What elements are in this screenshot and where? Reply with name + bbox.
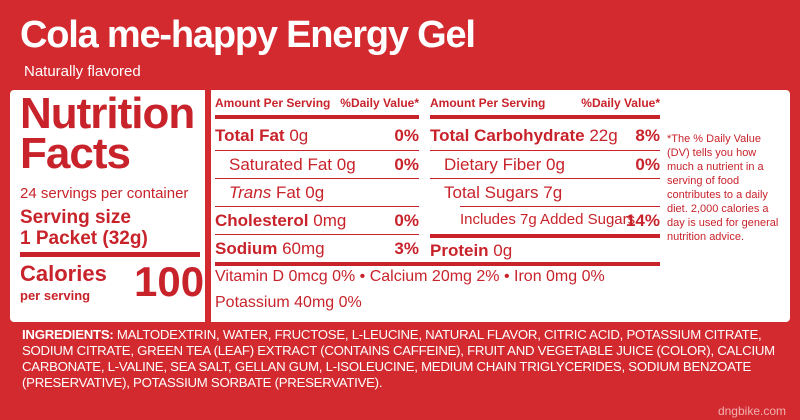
ingredients-label: INGREDIENTS:	[22, 327, 114, 342]
nutrient-dv: 14%	[625, 211, 660, 230]
nutrient-row-cholesterol: Cholesterol 0mg 0%	[215, 207, 419, 233]
divider	[430, 150, 660, 151]
nutrient-name: Fat	[275, 183, 301, 202]
left-table-header: Amount Per Serving %Daily Value*	[215, 96, 419, 116]
nutrient-row-added-sugars: Includes 7g Added Sugars 14%	[430, 207, 660, 233]
nutrient-name: Saturated Fat	[229, 155, 333, 174]
servings-per-container: 24 servings per container	[20, 185, 189, 202]
divider-thick	[430, 115, 660, 119]
heading-line-1: Nutrition	[20, 89, 195, 138]
nutrient-dv: 0%	[394, 211, 419, 230]
divider	[215, 178, 419, 179]
nutrient-name: Total Fat	[215, 126, 285, 145]
nutrient-name: Sodium	[215, 239, 278, 258]
ingredients-text: MALTODEXTRIN, WATER, FRUCTOSE, L-LEUCINE…	[22, 327, 775, 390]
vitamins-minerals-line-2: Potassium 40mg 0%	[215, 294, 362, 311]
divider	[215, 234, 419, 235]
nutrient-amount: 0g	[336, 155, 356, 174]
nutrient-row-sodium: Sodium 60mg 3%	[215, 235, 419, 261]
nutrient-amount: 0g	[305, 183, 325, 202]
nutrient-row-dietary-fiber: Dietary Fiber 0g 0%	[430, 151, 660, 177]
calories-block: Calories per serving 100	[20, 258, 204, 308]
calories-value: 100	[134, 258, 205, 305]
divider-thick	[215, 115, 419, 119]
nutrient-row-total-carbohydrate: Total Carbohydrate 22g 8%	[430, 122, 660, 148]
nutrient-amount: 0g	[493, 241, 513, 260]
serving-size: Serving size 1 Packet (32g)	[20, 207, 148, 249]
divider	[215, 150, 419, 151]
nutrient-amount: 60mg	[282, 239, 325, 258]
nutrient-dv: 3%	[394, 239, 419, 258]
nutrition-facts-heading: Nutrition Facts	[20, 89, 200, 178]
nutrient-amount: 0g	[289, 126, 309, 145]
watermark: dngbike.com	[717, 404, 786, 418]
nutrient-amount: 0mg	[313, 211, 347, 230]
right-table-header: Amount Per Serving %Daily Value*	[430, 96, 660, 116]
nutrient-dv: 0%	[394, 126, 419, 145]
nutrient-name-italic: Trans	[229, 183, 272, 202]
nutrient-dv: 8%	[635, 126, 660, 145]
column-divider	[205, 90, 211, 322]
divider	[430, 178, 660, 179]
label-header: Cola me-happy Energy Gel Naturally flavo…	[0, 0, 800, 92]
nutrient-dv: 0%	[394, 155, 419, 174]
divider-thick	[20, 252, 200, 257]
product-subtitle: Naturally flavored	[24, 63, 141, 80]
vitamins-minerals-line-1: Vitamin D 0mcg 0% • Calcium 20mg 2% • Ir…	[215, 268, 605, 285]
nutrient-name: Dietary Fiber	[444, 155, 542, 174]
nutrient-name: Protein	[430, 241, 489, 260]
amount-header: Amount Per Serving	[215, 96, 331, 110]
serving-size-value: 1 Packet (32g)	[20, 228, 148, 249]
nutrient-row-saturated-fat: Saturated Fat 0g 0%	[215, 151, 419, 177]
calories-per-serving: per serving	[20, 288, 91, 303]
product-title: Cola me-happy Energy Gel	[20, 14, 476, 56]
daily-value-footnote: *The % Daily Value (DV) tells you how mu…	[667, 133, 779, 243]
nutrient-row-trans-fat: Trans Fat 0g	[215, 179, 419, 205]
nutrient-amount: 22g	[589, 126, 618, 145]
divider	[460, 206, 660, 207]
nutrient-row-total-fat: Total Fat 0g 0%	[215, 122, 419, 148]
serving-size-label: Serving size	[20, 207, 131, 228]
ingredients-list: INGREDIENTS: MALTODEXTRIN, WATER, FRUCTO…	[22, 327, 782, 391]
nutrition-facts-panel: Nutrition Facts 24 servings per containe…	[10, 90, 790, 322]
divider-thick	[215, 262, 660, 266]
divider-thick	[430, 234, 660, 238]
nutrient-row-total-sugars: Total Sugars 7g	[430, 179, 660, 205]
nutrient-amount: 7g	[543, 183, 563, 202]
dv-header: %Daily Value*	[581, 96, 660, 110]
nutrient-name: Total Carbohydrate	[430, 126, 585, 145]
nutrient-amount: 0g	[546, 155, 565, 174]
nutrient-row-protein: Protein 0g	[430, 237, 660, 263]
nutrient-name: Total Sugars	[444, 183, 539, 202]
amount-header: Amount Per Serving	[430, 96, 546, 110]
nutrient-dv: 0%	[635, 155, 660, 174]
dv-header: %Daily Value*	[340, 96, 419, 110]
nutrient-name: Cholesterol	[215, 211, 309, 230]
heading-line-2: Facts	[20, 129, 131, 178]
nutrient-name: Includes 7g Added Sugars	[460, 211, 636, 228]
divider	[215, 206, 419, 207]
calories-label: Calories	[20, 261, 107, 286]
